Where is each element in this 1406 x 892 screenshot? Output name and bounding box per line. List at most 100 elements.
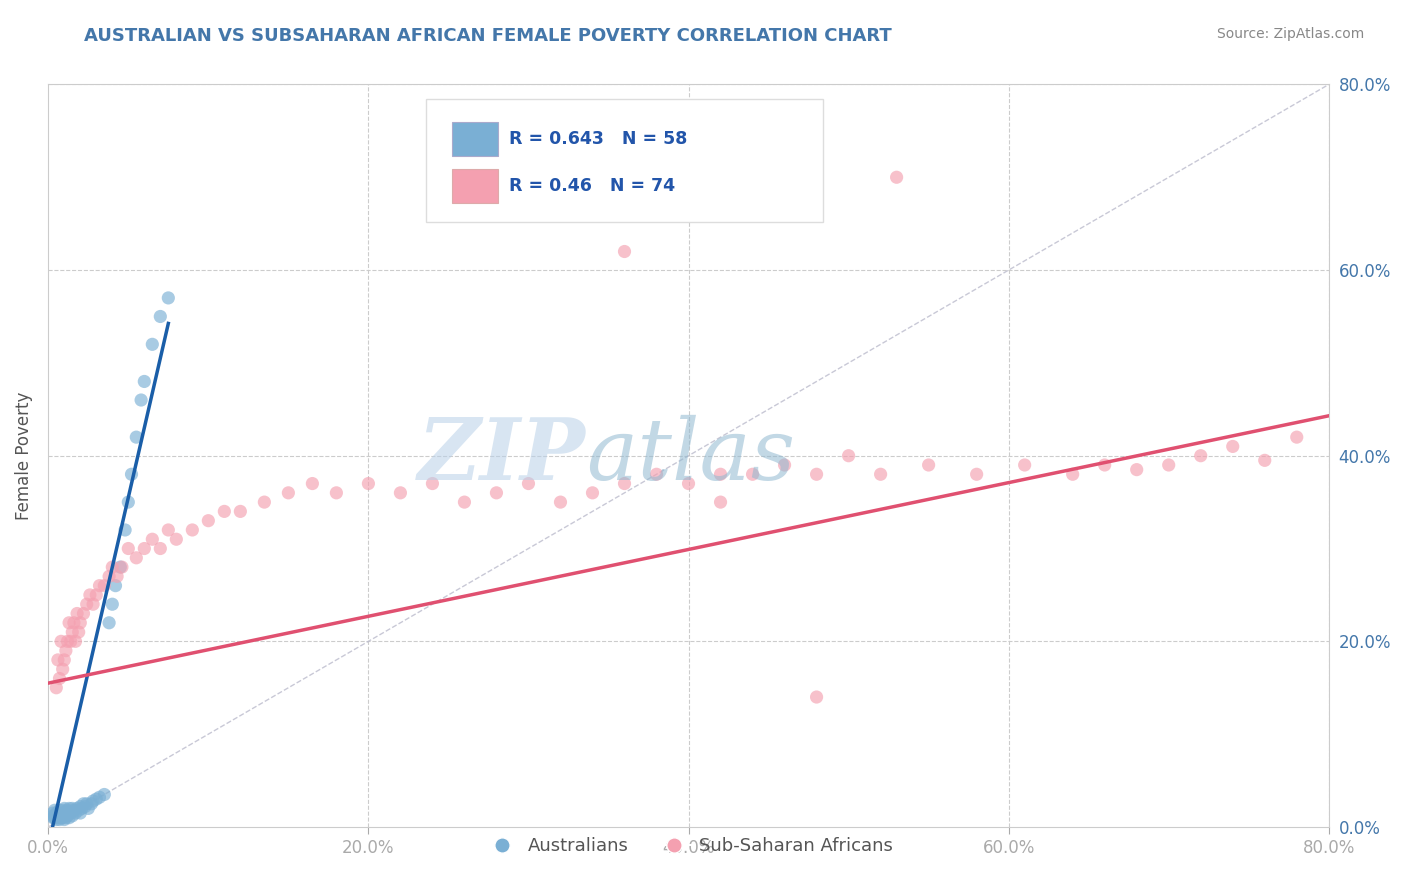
Point	[44, 803, 66, 817]
Point	[229, 504, 252, 518]
Point	[72, 797, 94, 811]
Point	[357, 476, 380, 491]
Point	[117, 495, 139, 509]
Point	[806, 467, 828, 482]
Point	[65, 805, 87, 820]
Point	[52, 662, 75, 676]
FancyBboxPatch shape	[451, 169, 498, 203]
Point	[45, 805, 67, 820]
Point	[149, 310, 172, 324]
Point	[101, 560, 124, 574]
Point	[709, 467, 731, 482]
Point	[59, 634, 82, 648]
Point	[93, 579, 115, 593]
Point	[98, 569, 121, 583]
Point	[69, 805, 91, 820]
Point	[485, 486, 508, 500]
Point	[72, 607, 94, 621]
Point	[453, 495, 475, 509]
Point	[59, 805, 82, 820]
Point	[66, 607, 89, 621]
Point	[1189, 449, 1212, 463]
Point	[42, 809, 65, 823]
Point	[89, 790, 111, 805]
Point	[214, 504, 236, 518]
Point	[1094, 458, 1116, 472]
Point	[98, 615, 121, 630]
Point	[60, 809, 83, 823]
Point	[134, 375, 156, 389]
Point	[886, 170, 908, 185]
Point	[48, 813, 70, 827]
Point	[55, 643, 77, 657]
Point	[613, 244, 636, 259]
Point	[67, 803, 90, 817]
Point	[46, 805, 69, 820]
Point	[60, 801, 83, 815]
Point	[157, 523, 180, 537]
Point	[517, 476, 540, 491]
Point	[966, 467, 988, 482]
Point	[773, 458, 796, 472]
Point	[1222, 439, 1244, 453]
Point	[645, 467, 668, 482]
Point	[49, 805, 72, 820]
Point	[149, 541, 172, 556]
Legend: Australians, Sub-Saharan Africans: Australians, Sub-Saharan Africans	[477, 830, 900, 863]
Point	[76, 597, 98, 611]
Point	[53, 653, 76, 667]
Point	[157, 291, 180, 305]
FancyBboxPatch shape	[426, 99, 823, 222]
Point	[53, 809, 76, 823]
Point	[56, 634, 79, 648]
Point	[67, 625, 90, 640]
Point	[389, 486, 412, 500]
Point	[49, 634, 72, 648]
Point	[79, 588, 101, 602]
Point	[77, 801, 100, 815]
Text: ZIP: ZIP	[418, 414, 586, 498]
Point	[125, 550, 148, 565]
Point	[42, 811, 65, 825]
Point	[104, 579, 127, 593]
Text: R = 0.46   N = 74: R = 0.46 N = 74	[509, 178, 675, 195]
Point	[45, 813, 67, 827]
Point	[741, 467, 763, 482]
Point	[45, 809, 67, 823]
Point	[70, 801, 93, 815]
Point	[66, 801, 89, 815]
Point	[93, 788, 115, 802]
Point	[48, 672, 70, 686]
Point	[101, 597, 124, 611]
Point	[253, 495, 276, 509]
Point	[869, 467, 891, 482]
Point	[197, 514, 219, 528]
Point	[82, 794, 104, 808]
Point	[75, 799, 97, 814]
Point	[105, 569, 128, 583]
Point	[46, 653, 69, 667]
Point	[52, 803, 75, 817]
Point	[301, 476, 323, 491]
Y-axis label: Female Poverty: Female Poverty	[15, 392, 32, 520]
Point	[134, 541, 156, 556]
Point	[129, 392, 152, 407]
Point	[550, 495, 572, 509]
Text: R = 0.643   N = 58: R = 0.643 N = 58	[509, 130, 688, 148]
Point	[181, 523, 204, 537]
Point	[44, 811, 66, 825]
Point	[613, 476, 636, 491]
Point	[1285, 430, 1308, 444]
Point	[82, 597, 104, 611]
Point	[165, 533, 187, 547]
Text: Source: ZipAtlas.com: Source: ZipAtlas.com	[1216, 27, 1364, 41]
Text: AUSTRALIAN VS SUBSAHARAN AFRICAN FEMALE POVERTY CORRELATION CHART: AUSTRALIAN VS SUBSAHARAN AFRICAN FEMALE …	[84, 27, 893, 45]
Point	[69, 615, 91, 630]
Point	[53, 813, 76, 827]
Point	[60, 625, 83, 640]
Point	[63, 803, 86, 817]
Point	[48, 809, 70, 823]
Point	[1125, 462, 1147, 476]
Point	[121, 467, 143, 482]
Point	[141, 533, 163, 547]
